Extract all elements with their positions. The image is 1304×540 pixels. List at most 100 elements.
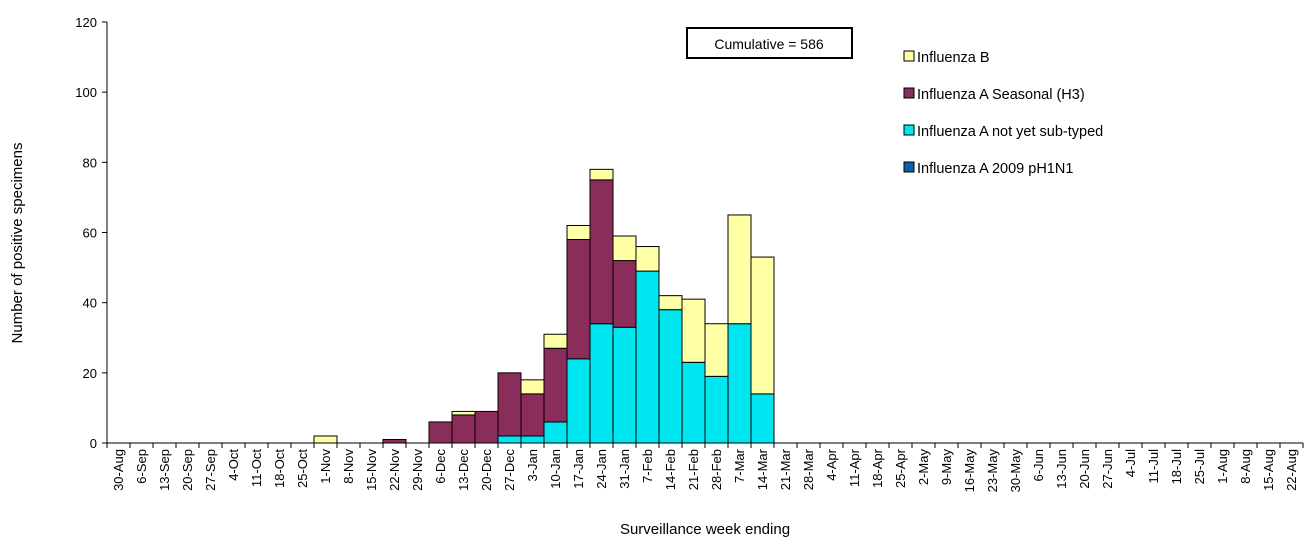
bar-segment-1-Nov-s3 [313,435,338,444]
x-tick-label: 28-Mar [801,448,816,490]
cumulative-annotation: Cumulative = 586 [686,27,853,59]
x-tick-label: 1-Aug [1215,449,1230,484]
x-tick-label: 24-Jan [594,449,609,489]
x-tick-label: 4-Oct [226,449,241,481]
x-tick-label: 27-Jun [1100,449,1115,489]
bar-segment-3-Jan-s3 [520,379,545,395]
bar-segment-28-Feb-s3 [704,323,729,377]
bar-segment-24-Jan-s3 [589,168,614,181]
x-tick-label: 28-Feb [709,449,724,490]
x-tick-label: 27-Sep [203,449,218,491]
legend-label: Influenza A Seasonal (H3) [917,87,1085,103]
x-tick-label: 20-Jun [1077,449,1092,489]
x-tick-label: 18-Oct [272,449,287,488]
x-tick-label: 27-Dec [502,449,517,491]
x-tick-label: 11-Oct [249,449,264,487]
bars-group [313,168,775,444]
bar-segment-17-Jan-s3 [566,224,591,241]
y-tick-label: 60 [83,226,97,241]
bar-segment-27-Dec-s1 [497,435,522,444]
y-axis-ticks: 0 20 40 60 80 100 120 [75,15,107,451]
x-tick-label: 25-Oct [295,449,310,488]
x-tick-label: 13-Dec [456,449,471,491]
bar-segment-22-Nov-s2 [382,438,407,444]
x-tick-label: 11-Apr [847,448,862,487]
legend-swatch [903,124,915,136]
x-tick-label: 10-Jan [548,449,563,489]
bar-segment-24-Jan-s2 [589,179,614,325]
bar-segment-10-Jan-s3 [543,333,568,349]
x-tick-label: 4-Apr [824,448,839,480]
x-tick-label: 15-Aug [1261,449,1276,491]
y-tick-label: 120 [75,15,97,30]
bar-segment-31-Jan-s2 [612,260,637,328]
bar-segment-21-Feb-s3 [681,298,706,363]
x-axis-title: Surveillance week ending [620,521,790,538]
bar-segment-7-Mar-s1 [727,323,752,444]
x-tick-label: 8-Nov [341,449,356,484]
x-tick-label: 22-Aug [1284,449,1299,491]
x-tick-label: 14-Feb [663,449,678,490]
x-tick-label: 13-Sep [157,449,172,491]
legend-label: Influenza A 2009 pH1N1 [917,161,1073,177]
bar-segment-31-Jan-s1 [612,326,637,444]
bar-segment-17-Jan-s2 [566,239,591,360]
x-tick-label: 31-Jan [617,449,632,489]
x-tick-label: 18-Jul [1169,449,1184,485]
x-tick-label: 17-Jan [571,449,586,489]
x-tick-label: 13-Jun [1054,449,1069,489]
bar-segment-14-Feb-s1 [658,309,683,444]
x-tick-label: 11-Jul [1146,449,1161,484]
y-tick-label: 80 [83,155,97,170]
bar-segment-14-Mar-s3 [750,256,775,395]
bar-segment-14-Mar-s1 [750,393,775,444]
x-tick-label: 20-Dec [479,449,494,491]
x-tick-label: 9-May [939,449,954,486]
x-tick-label: 1-Nov [318,449,333,484]
bar-segment-6-Dec-s2 [428,421,453,444]
y-tick-label: 100 [75,85,97,100]
bar-segment-13-Dec-s3 [451,410,476,416]
bar-segment-28-Feb-s1 [704,375,729,444]
bar-segment-3-Jan-s2 [520,393,545,437]
x-tick-label: 25-Apr [893,448,908,488]
legend-label: Influenza A not yet sub-typed [917,124,1103,140]
y-tick-label: 20 [83,366,97,381]
legend: Influenza B Influenza A Seasonal (H3) Infl… [903,50,1103,177]
x-tick-label: 30-Aug [111,449,126,491]
bar-segment-27-Dec-s2 [497,372,522,437]
bar-segment-7-Mar-s3 [727,214,752,325]
x-tick-label: 29-Nov [410,449,425,491]
legend-swatch [903,161,915,173]
x-tick-label: 3-Jan [525,449,540,482]
x-tick-label: 18-Apr [870,448,885,488]
bar-segment-14-Feb-s3 [658,295,683,311]
x-tick-label: 14-Mar [755,448,770,490]
x-tick-label: 20-Sep [180,449,195,491]
legend-swatch [903,50,915,62]
x-tick-label: 6-Sep [134,449,149,484]
bar-segment-7-Feb-s1 [635,270,660,444]
bar-segment-31-Jan-s3 [612,235,637,262]
bar-segment-3-Jan-s1 [520,435,545,444]
y-tick-label: 40 [83,296,97,311]
x-tick-label: 8-Aug [1238,449,1253,484]
x-tick-label: 15-Nov [364,449,379,491]
y-tick-label: 0 [90,436,97,451]
bar-segment-21-Feb-s1 [681,361,706,444]
x-tick-label: 7-Feb [640,449,655,483]
cumulative-text: Cumulative = 586 [714,36,824,52]
legend-swatch [903,87,915,99]
x-tick-label: 21-Feb [686,449,701,490]
bar-segment-24-Jan-s1 [589,323,614,444]
bar-segment-17-Jan-s1 [566,358,591,444]
x-tick-label: 30-May [1008,449,1023,493]
bar-segment-7-Feb-s3 [635,246,660,272]
x-tick-label: 6-Dec [433,449,448,484]
bar-segment-20-Dec-s2 [474,410,499,444]
bar-segment-13-Dec-s2 [451,414,476,444]
bar-segment-10-Jan-s1 [543,421,568,444]
x-tick-label: 22-Nov [387,449,402,491]
x-tick-label: 21-Mar [778,448,793,490]
bar-segment-10-Jan-s2 [543,347,568,423]
